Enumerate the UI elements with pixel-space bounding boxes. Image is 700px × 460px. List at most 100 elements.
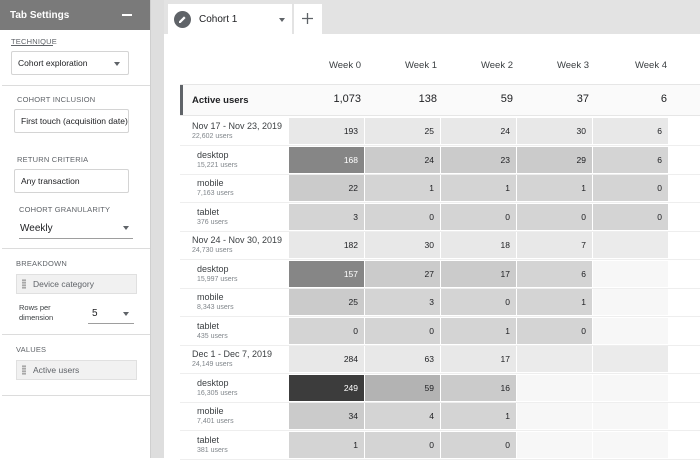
cohort-cell[interactable]: 182: [289, 232, 364, 258]
breakdown-chip[interactable]: Device category: [16, 274, 137, 294]
cohort-cell[interactable]: 193: [289, 118, 364, 144]
cohort-cell[interactable]: 157: [289, 260, 364, 287]
cohort-cell[interactable]: 0: [593, 175, 668, 201]
cohort-cell[interactable]: 59: [365, 374, 440, 401]
cohort-cell[interactable]: 284: [289, 346, 364, 372]
row-divider: [180, 430, 700, 431]
cohort-cell[interactable]: [593, 374, 668, 401]
cohort-cell[interactable]: 168: [289, 146, 364, 173]
cohort-cell[interactable]: 0: [517, 317, 592, 344]
cohort-cell[interactable]: [593, 431, 668, 458]
row-user-count: 24,149 users: [192, 361, 233, 368]
cohort-cell[interactable]: 17: [441, 260, 516, 287]
cohort-cell[interactable]: [517, 431, 592, 458]
cohort-cell[interactable]: 1: [517, 175, 592, 201]
granularity-select[interactable]: Weekly: [19, 218, 133, 239]
divider: [2, 334, 150, 335]
column-header: Week 0: [328, 60, 361, 71]
cohort-cell[interactable]: 4: [365, 403, 440, 429]
plus-icon: [302, 13, 313, 24]
cohort-cell[interactable]: [517, 374, 592, 401]
cohort-cell[interactable]: 1: [441, 317, 516, 344]
cohort-cell[interactable]: 1: [365, 175, 440, 201]
minimize-icon[interactable]: [122, 14, 132, 16]
cohort-cell[interactable]: 3: [289, 203, 364, 230]
values-label: VALUES: [16, 345, 47, 354]
cohort-cell[interactable]: [593, 232, 668, 258]
cohort-cell[interactable]: [593, 403, 668, 429]
cohort-cell[interactable]: 34: [289, 403, 364, 429]
row-divider: [180, 287, 700, 289]
cohort-cell[interactable]: 30: [517, 118, 592, 144]
cohort-cell[interactable]: 1: [517, 289, 592, 315]
cohort-cell[interactable]: 27: [365, 260, 440, 287]
column-header: Week 2: [480, 60, 513, 71]
granularity-label: COHORT GRANULARITY: [19, 205, 111, 214]
cohort-cell[interactable]: 1: [289, 431, 364, 458]
cohort-cell[interactable]: 23: [441, 146, 516, 173]
cohort-cell[interactable]: 25: [365, 118, 440, 144]
cohort-cell[interactable]: 0: [593, 203, 668, 230]
cohort-cell[interactable]: 249: [289, 374, 364, 401]
cohort-cell[interactable]: 16: [441, 374, 516, 401]
cohort-cell[interactable]: [593, 346, 668, 372]
cohort-row-label: Nov 24 - Nov 30, 2019: [192, 235, 283, 245]
chevron-down-icon: [114, 62, 120, 66]
row-user-count: 376 users: [197, 218, 228, 226]
cohort-cell[interactable]: 0: [365, 317, 440, 344]
return-criteria-field[interactable]: Any transaction: [14, 169, 129, 193]
cohort-cell[interactable]: 1: [441, 403, 516, 429]
cohort-cell[interactable]: 18: [441, 232, 516, 258]
cohort-cell[interactable]: 0: [365, 431, 440, 458]
total-cell: 37: [576, 93, 589, 105]
cohort-cell[interactable]: [517, 346, 592, 372]
cohort-cell[interactable]: 17: [441, 346, 516, 372]
cohort-cell[interactable]: 29: [517, 146, 592, 173]
cohort-inclusion-field[interactable]: First touch (acquisition date): [14, 109, 129, 133]
values-chip[interactable]: Active users: [16, 360, 137, 380]
cohort-cell[interactable]: 0: [441, 203, 516, 230]
device-row-label: mobile: [197, 292, 224, 302]
cohort-cell[interactable]: 63: [365, 346, 440, 372]
drag-handle-icon[interactable]: [22, 279, 26, 289]
tab-bar: Cohort 1: [164, 0, 700, 34]
active-users-label: Active users: [192, 95, 249, 106]
cohort-cell[interactable]: [593, 317, 668, 344]
cohort-cell[interactable]: 6: [593, 118, 668, 144]
cohort-cell[interactable]: 25: [289, 289, 364, 315]
cohort-cell[interactable]: 0: [365, 203, 440, 230]
cohort-cell[interactable]: 6: [593, 146, 668, 173]
drag-handle-icon[interactable]: [22, 365, 26, 375]
cohort-cell[interactable]: [517, 403, 592, 429]
row-user-count: 435 users: [197, 332, 228, 340]
rows-per-dimension-select[interactable]: 5: [88, 305, 134, 324]
total-cell: 1,073: [333, 93, 361, 105]
cohort-row-label: Nov 17 - Nov 23, 2019: [192, 121, 283, 131]
cohort-cell[interactable]: [593, 289, 668, 315]
tab-label: Cohort 1: [199, 14, 238, 25]
technique-select[interactable]: Cohort exploration: [11, 51, 129, 75]
pencil-icon[interactable]: [174, 11, 191, 28]
cohort-cell[interactable]: 0: [517, 203, 592, 230]
row-divider: [180, 344, 700, 346]
add-tab-button[interactable]: [294, 4, 322, 34]
cohort-cell[interactable]: 22: [289, 175, 364, 201]
chevron-down-icon[interactable]: [279, 18, 285, 22]
cohort-cell[interactable]: 0: [289, 317, 364, 344]
device-row-label: mobile: [197, 406, 224, 416]
cohort-cell[interactable]: 0: [441, 431, 516, 458]
cohort-cell[interactable]: [593, 260, 668, 287]
cohort-cell[interactable]: 24: [441, 118, 516, 144]
cohort-cell[interactable]: 3: [365, 289, 440, 315]
cohort-cell[interactable]: 24: [365, 146, 440, 173]
cohort-cell[interactable]: 6: [517, 260, 592, 287]
cohort-cell[interactable]: 30: [365, 232, 440, 258]
cohort-cell[interactable]: 0: [441, 289, 516, 315]
row-user-count: 24,730 users: [192, 247, 233, 254]
device-row-label: desktop: [197, 377, 229, 388]
cohort-cell[interactable]: 7: [517, 232, 592, 258]
cohort-cell[interactable]: 1: [441, 175, 516, 201]
row-divider: [180, 259, 700, 260]
tab-cohort-1[interactable]: Cohort 1: [168, 4, 292, 34]
row-divider: [180, 202, 700, 203]
